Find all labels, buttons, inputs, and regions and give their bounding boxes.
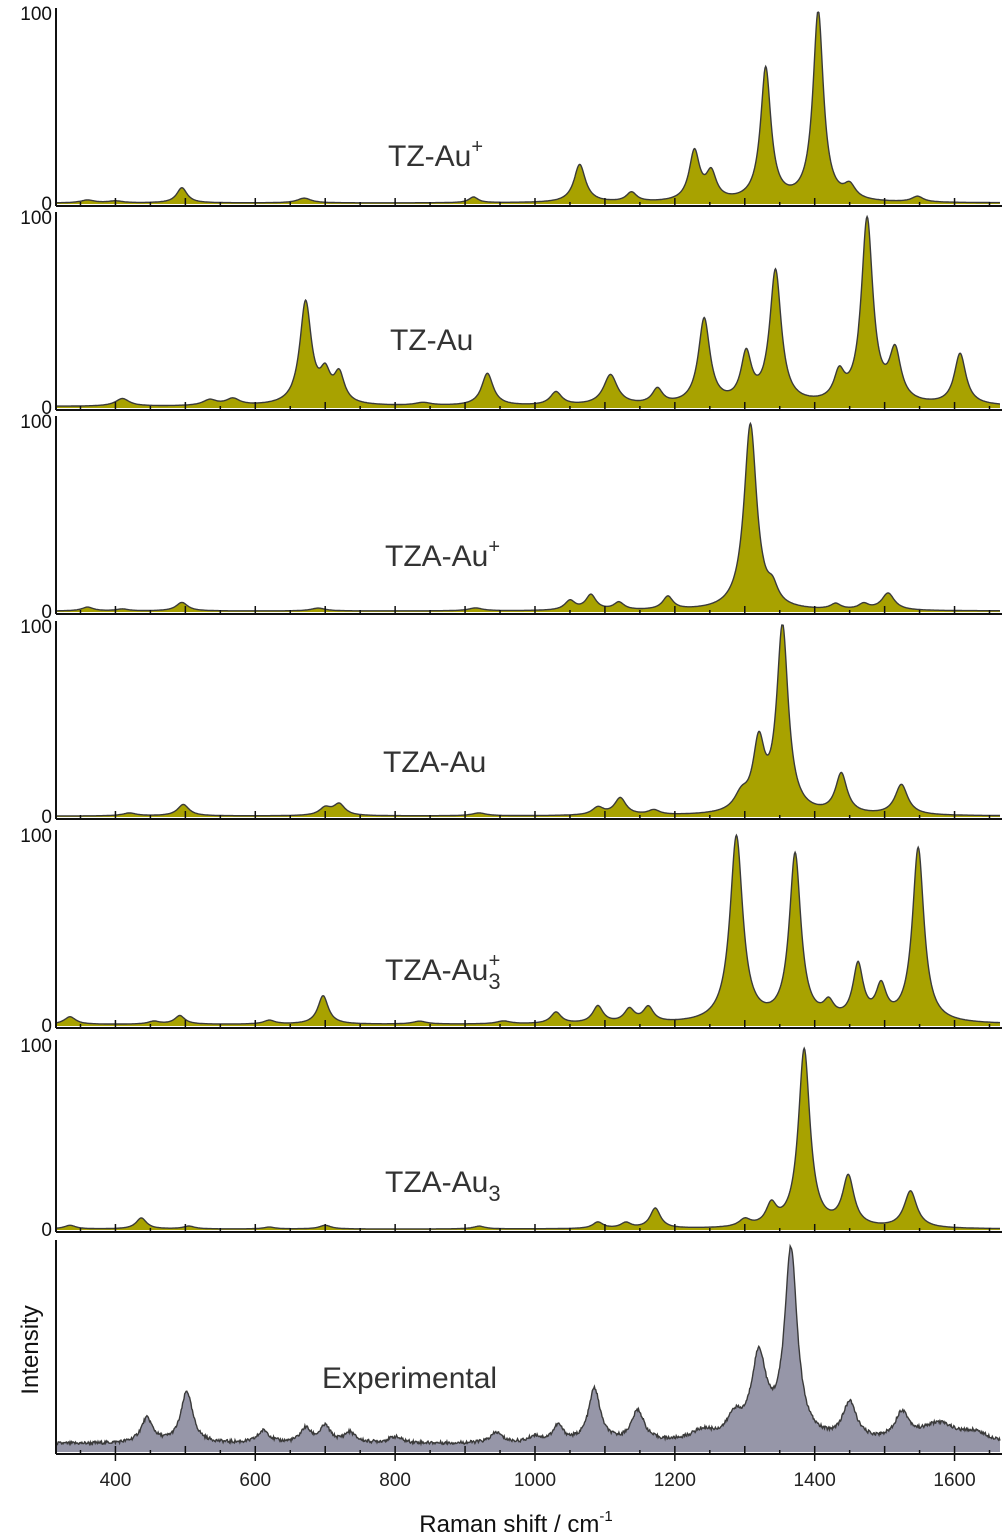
panel-7: Experimental bbox=[55, 1240, 1002, 1455]
panel-label: TZA-Au3 bbox=[385, 1166, 501, 1206]
spectrum-line bbox=[56, 624, 1000, 817]
panel-5: 0 100 TZA-Au3+ bbox=[20, 826, 1002, 1037]
panel-label-text: TZ-Au bbox=[388, 140, 471, 173]
x-tick-label: 1200 bbox=[654, 1470, 696, 1491]
panel-label-superscript: + bbox=[488, 536, 500, 558]
panel-label-subscript: 3 bbox=[488, 969, 500, 994]
x-tick-label: 1400 bbox=[794, 1470, 836, 1491]
y-tick-label: 100 bbox=[20, 617, 52, 638]
panel-6: 0 100 TZA-Au3 bbox=[20, 1036, 1002, 1241]
spectrum-fill bbox=[56, 1246, 1000, 1452]
spectrum-line bbox=[55, 1243, 1001, 1447]
y-tick-label: 0 bbox=[41, 602, 52, 623]
panel-1: 0 100 TZ-Au+ bbox=[20, 4, 1002, 215]
panel-label: TZA-Au+ bbox=[385, 536, 500, 573]
y-tick-label: 0 bbox=[41, 1016, 52, 1037]
y-tick-label: 100 bbox=[20, 4, 52, 25]
spectrum-fill bbox=[56, 216, 1000, 408]
panel-2: 0 100 TZ-Au bbox=[20, 208, 1002, 419]
panel-4: 0 100 TZA-Au bbox=[20, 617, 1002, 828]
panel-label-superscript: + bbox=[471, 136, 483, 158]
spectrum-fill bbox=[56, 423, 1000, 612]
x-tick-label: 600 bbox=[239, 1470, 271, 1491]
panel-label-text: TZA-Au bbox=[385, 540, 488, 573]
x-axis: 400 600 800 1000 1200 1400 1600 bbox=[100, 1454, 976, 1491]
spectrum-line bbox=[56, 1046, 1000, 1230]
panel-label: TZ-Au+ bbox=[388, 136, 483, 173]
spectrum-line bbox=[56, 421, 1000, 612]
x-tick-label: 800 bbox=[379, 1470, 411, 1491]
panel-label: TZ-Au bbox=[390, 324, 473, 357]
x-tick-label: 1600 bbox=[933, 1470, 975, 1491]
panel-label-subscript: 3 bbox=[488, 1181, 500, 1206]
panel-label: TZA-Au bbox=[383, 746, 486, 779]
x-tick-label: 400 bbox=[100, 1470, 132, 1491]
y-tick-label: 0 bbox=[41, 398, 52, 419]
spectrum-line bbox=[56, 11, 1000, 204]
x-axis-title: Raman shift / cm-1 bbox=[419, 1508, 612, 1538]
spectrum-fill bbox=[56, 835, 1000, 1026]
spectrum-line bbox=[56, 214, 1000, 407]
panel-label-text: Experimental bbox=[322, 1362, 497, 1395]
spectrum-line bbox=[55, 833, 1000, 1025]
y-tick-label: 100 bbox=[20, 412, 52, 433]
panel-label: TZA-Au3+ bbox=[385, 950, 501, 994]
spectrum-fill bbox=[56, 625, 1000, 817]
y-tick-label: 100 bbox=[20, 1036, 52, 1057]
spectrum-fill bbox=[56, 12, 1000, 204]
panel-label-text: TZA-Au bbox=[383, 746, 486, 779]
panel-label-text: TZA-Au bbox=[385, 954, 488, 987]
panel-label-superscript: + bbox=[489, 950, 501, 972]
y-tick-label: 100 bbox=[20, 208, 52, 229]
panel-label-text: TZA-Au bbox=[385, 1166, 488, 1199]
spectrum-fill bbox=[56, 1048, 1000, 1230]
y-tick-label: 0 bbox=[41, 807, 52, 828]
y-tick-label: 0 bbox=[41, 1220, 52, 1241]
panel-3: 0 100 TZA-Au+ bbox=[20, 412, 1002, 623]
y-axis-title: Intensity bbox=[17, 1305, 44, 1394]
x-tick-label: 1000 bbox=[514, 1470, 556, 1491]
panel-label: Experimental bbox=[322, 1362, 497, 1395]
y-tick-label: 100 bbox=[20, 826, 52, 847]
y-tick-label: 0 bbox=[41, 194, 52, 215]
panel-label-text: TZ-Au bbox=[390, 324, 473, 357]
spectra-panels: 0100TZ-Au+0100TZ-Au0100TZA-Au+0100TZA-Au… bbox=[20, 4, 1002, 1455]
x-axis-title-superscript: -1 bbox=[599, 1508, 612, 1525]
